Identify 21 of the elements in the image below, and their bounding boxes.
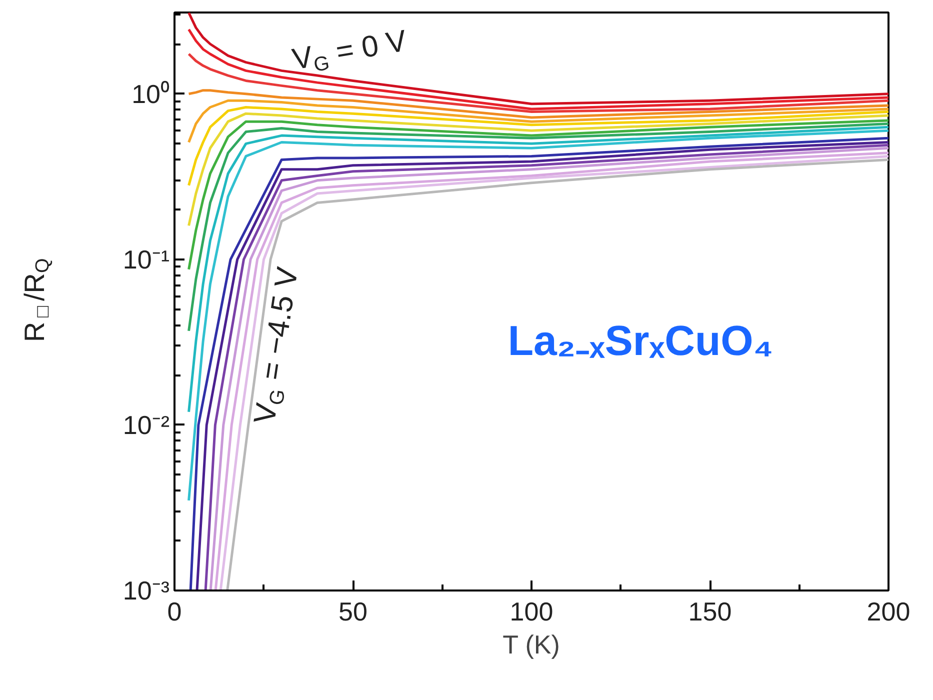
line-series bbox=[188, 106, 888, 187]
x-tick-label: 50 bbox=[338, 596, 368, 626]
line-series bbox=[188, 99, 888, 144]
annotation: VG = 0 V bbox=[290, 24, 410, 77]
y-tick-label: 10⁻³ bbox=[122, 576, 170, 606]
line-series bbox=[188, 89, 888, 119]
line-series bbox=[188, 112, 888, 227]
y-axis-title: R□/RQ bbox=[18, 257, 54, 344]
y-tick-label: 10⁻¹ bbox=[122, 244, 170, 274]
annotation: VG = −4.5 V bbox=[248, 265, 305, 426]
x-tick-label: 200 bbox=[866, 596, 910, 626]
line-series bbox=[188, 12, 888, 106]
line-series bbox=[188, 129, 888, 502]
y-tick-label: 10⁻² bbox=[122, 410, 170, 440]
line-series bbox=[188, 28, 888, 110]
x-tick-label: 0 bbox=[167, 596, 182, 626]
y-tick-label: 10⁰ bbox=[132, 78, 170, 109]
x-tick-label: 100 bbox=[510, 596, 554, 626]
x-tick-label: 150 bbox=[688, 596, 732, 626]
annotation: La₂₋ₓSrₓCuO₄ bbox=[508, 317, 774, 364]
x-axis-title: T (K) bbox=[502, 630, 560, 660]
